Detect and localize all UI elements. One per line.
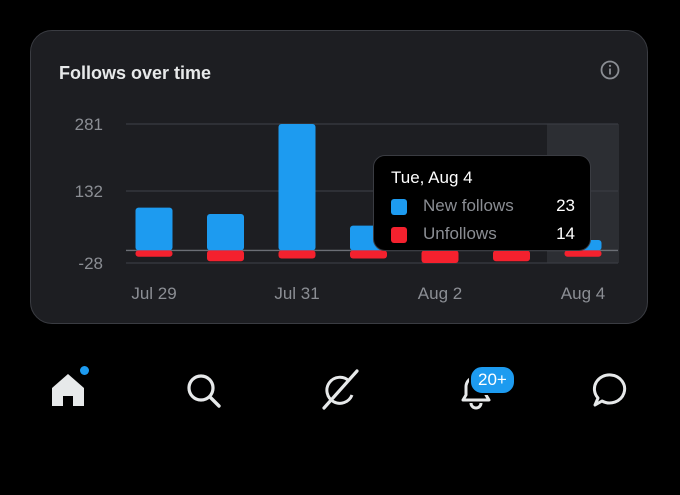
new-follows-swatch: [391, 199, 407, 215]
bar-new-follows: [207, 213, 244, 251]
tooltip-date: Tue, Aug 4: [391, 168, 473, 187]
tooltip-label: Unfollows: [423, 224, 497, 243]
bar-unfollows: [135, 250, 173, 257]
unfollows-swatch: [391, 227, 407, 243]
y-tick-label: 132: [75, 182, 103, 201]
x-tick-label: Jul 31: [274, 284, 319, 303]
bar-unfollows: [421, 250, 459, 263]
x-tick-label: Jul 29: [131, 284, 176, 303]
tooltip-row-unfollows: Unfollows 14: [391, 224, 575, 246]
card-title: Follows over time: [59, 63, 212, 83]
tooltip-label: New follows: [423, 196, 514, 215]
follows-chart-card: Follows over time 281 132 -28 Jul 29 Jul 31 A…: [30, 30, 648, 324]
tooltip-value: 14: [556, 224, 575, 243]
x-tick-label: Aug 4: [561, 284, 605, 303]
bar-unfollows: [564, 250, 602, 257]
home-icon[interactable]: [46, 368, 90, 412]
bar-unfollows: [278, 250, 316, 259]
chart-tooltip: Tue, Aug 4 New follows 23 Unfollows 14: [373, 155, 591, 251]
grok-icon[interactable]: [318, 368, 362, 412]
bar-unfollows: [350, 250, 387, 259]
notifications-badge: 20+: [469, 365, 516, 395]
x-tick-label: Aug 2: [418, 284, 462, 303]
search-icon[interactable]: [181, 368, 225, 412]
tooltip-row-new-follows: New follows 23: [391, 196, 575, 218]
messages-icon[interactable]: [589, 368, 633, 412]
bar-new-follows: [278, 124, 316, 251]
bar-new-follows: [135, 207, 173, 251]
y-tick-label: -28: [78, 254, 103, 273]
tooltip-value: 23: [556, 196, 575, 215]
y-tick-label: 281: [75, 115, 103, 134]
home-notification-dot: [80, 366, 89, 375]
bottom-navigation: [0, 360, 680, 430]
info-icon[interactable]: [599, 59, 621, 81]
bar-unfollows: [493, 250, 530, 262]
bar-unfollows: [207, 250, 244, 262]
